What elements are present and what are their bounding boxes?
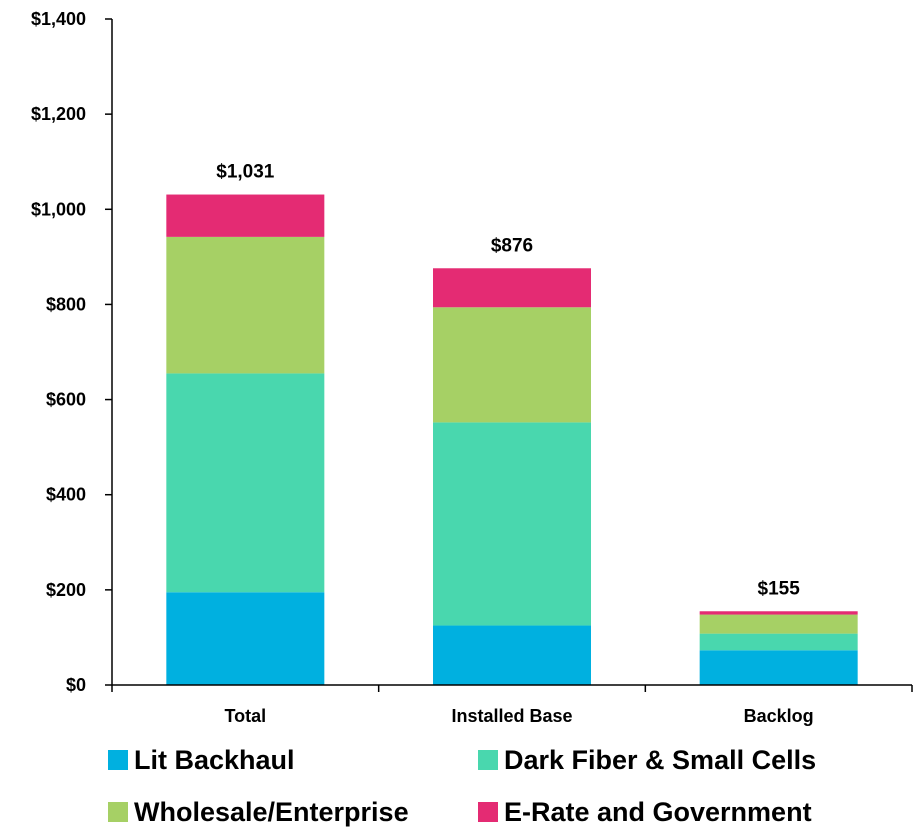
chart-legend: Lit Backhaul Dark Fiber & Small Cells Whol… — [108, 742, 898, 830]
bars-layer — [166, 194, 858, 685]
bar-segment-installed-base-wholesale-enterprise — [433, 307, 591, 423]
y-tick-label: $1,000 — [31, 199, 86, 219]
bar-segment-installed-base-lit-backhaul — [433, 625, 591, 685]
y-tick-label: $400 — [46, 485, 86, 505]
bar-segment-installed-base-dark-fiber-small-cells — [433, 422, 591, 626]
legend-swatch — [478, 802, 498, 822]
bar-segment-backlog-lit-backhaul — [699, 650, 858, 685]
y-tick-label: $200 — [46, 580, 86, 600]
y-tick-label: $600 — [46, 390, 86, 410]
bar-segment-installed-base-e-rate-and-government — [433, 268, 591, 308]
category-label: Total — [224, 706, 266, 726]
bar-segment-total-lit-backhaul — [166, 592, 325, 685]
y-tick-label: $1,400 — [31, 9, 86, 29]
legend-label: E-Rate and Government — [504, 796, 812, 827]
bar-segment-total-dark-fiber-small-cells — [166, 373, 325, 593]
legend-label: Dark Fiber & Small Cells — [504, 744, 817, 775]
legend-item: Lit Backhaul — [108, 742, 478, 778]
legend-item: Dark Fiber & Small Cells — [478, 742, 898, 778]
legend-swatch — [108, 750, 128, 770]
legend-item: Wholesale/Enterprise — [108, 794, 478, 830]
total-label: $876 — [491, 235, 533, 256]
y-tick-label: $1,200 — [31, 104, 86, 124]
legend-swatch — [478, 750, 498, 770]
legend-item: E-Rate and Government — [478, 794, 898, 830]
category-label: Backlog — [744, 706, 814, 726]
axes-layer — [105, 18, 913, 692]
y-tick-label: $0 — [66, 675, 86, 695]
total-label: $1,031 — [216, 162, 275, 183]
y-tick-label: $800 — [46, 294, 86, 314]
legend-label: Lit Backhaul — [134, 744, 295, 775]
bar-segment-total-wholesale-enterprise — [166, 236, 325, 374]
bar-segment-total-e-rate-and-government — [166, 194, 325, 237]
total-label: $155 — [758, 578, 801, 599]
bar-segment-backlog-e-rate-and-government — [699, 611, 858, 615]
bar-segment-backlog-dark-fiber-small-cells — [699, 633, 858, 651]
stacked-bar-chart: $1,031 Total $876 Installed Base $155 Backlog… — [31, 9, 913, 726]
bar-segment-backlog-wholesale-enterprise — [699, 614, 858, 634]
legend-swatch — [108, 802, 128, 822]
labels-layer: $1,031 Total $876 Installed Base $155 Backlog… — [31, 9, 814, 726]
category-label: Installed Base — [451, 706, 572, 726]
legend-label: Wholesale/Enterprise — [134, 796, 409, 827]
